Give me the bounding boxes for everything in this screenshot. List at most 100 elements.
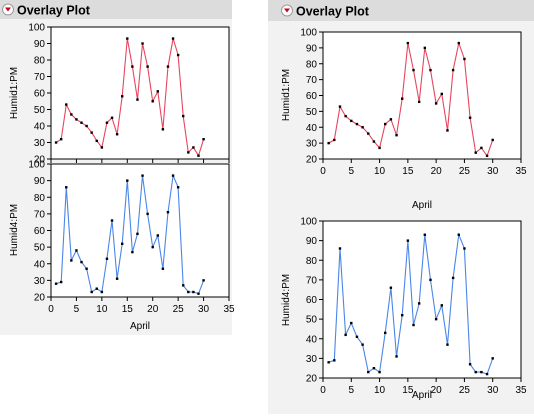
data-point (156, 90, 159, 93)
data-point (90, 131, 93, 134)
data-point (65, 103, 68, 106)
data-point (434, 102, 438, 105)
data-point (80, 121, 83, 124)
y-tick-label: 40 (34, 259, 46, 270)
data-point (384, 122, 387, 126)
y-tick-label: 90 (34, 39, 46, 50)
data-point (121, 95, 124, 98)
data-point (457, 41, 460, 45)
x-tick-label: 5 (349, 385, 355, 396)
data-point (141, 42, 144, 45)
data-point (417, 100, 421, 104)
data-point (423, 46, 427, 50)
data-point (485, 372, 489, 376)
data-point (463, 247, 466, 250)
humid4-plot-right: 20 30 40 50 60 70 80 90 100 0 5 10 15 20 25 30 35 Humid4:… (281, 217, 527, 402)
data-point (429, 68, 432, 72)
x-tick-label: 10 (96, 304, 108, 315)
data-point (451, 276, 455, 280)
data-point (412, 68, 415, 72)
x-tick-label: 20 (147, 304, 159, 315)
x-tick-label: 25 (459, 166, 471, 177)
data-point (126, 37, 129, 40)
data-point (166, 65, 170, 68)
plot-frame (322, 31, 522, 160)
data-point (355, 335, 359, 338)
data-point (100, 146, 104, 149)
data-point (75, 118, 78, 121)
data-point (446, 343, 449, 346)
data-point (141, 174, 144, 177)
data-point (389, 286, 393, 289)
x-tick-label: 30 (487, 385, 499, 396)
panel-left-header[interactable]: Overlay Plot (0, 0, 232, 19)
y-tick-label: 90 (306, 236, 318, 247)
y-tick-label: 50 (34, 105, 46, 116)
data-point (121, 242, 124, 245)
series-line (328, 232, 494, 375)
data-point (338, 247, 342, 250)
data-point (192, 290, 195, 294)
y-tick-label: 20 (306, 374, 318, 385)
data-point (333, 138, 336, 142)
y-tick-label: 30 (306, 139, 318, 150)
data-point (440, 92, 443, 96)
data-point (361, 343, 364, 346)
panel-left-header-bar (0, 0, 232, 19)
y-tick-label: 20 (306, 155, 318, 166)
data-point (434, 317, 438, 321)
data-point (367, 370, 370, 374)
x-tick-label: 20 (431, 385, 443, 396)
data-point (131, 250, 134, 254)
disclosure-triangle-icon[interactable] (281, 4, 293, 17)
data-point (417, 302, 421, 305)
data-point (457, 233, 460, 236)
data-point (65, 186, 68, 189)
data-point (451, 68, 455, 72)
data-point (182, 284, 185, 287)
data-point (95, 287, 98, 290)
data-point (187, 290, 190, 294)
y-tick-label: 100 (300, 28, 317, 39)
data-point (105, 257, 109, 260)
data-point (384, 331, 387, 335)
data-point (401, 97, 404, 100)
y-tick-label: 30 (34, 138, 46, 149)
y-tick-label: 50 (306, 315, 318, 326)
panel-right-header[interactable]: Overlay Plot (268, 0, 534, 21)
data-point (406, 41, 410, 45)
data-point (327, 141, 330, 145)
data-point (344, 333, 347, 337)
data-point (412, 323, 415, 327)
x-tick-label: 10 (374, 385, 386, 396)
disclosure-triangle-icon[interactable] (2, 3, 14, 16)
data-point (350, 119, 353, 123)
data-point (491, 357, 494, 360)
data-point (361, 126, 364, 129)
data-point (136, 232, 139, 236)
y-tick-label: 40 (306, 334, 318, 345)
y-tick-label: 40 (306, 123, 318, 134)
y-tick-label: 70 (34, 209, 46, 220)
data-point (372, 140, 376, 143)
x-tick-label: 35 (515, 385, 527, 396)
data-point (480, 146, 483, 150)
data-point (197, 292, 200, 295)
data-point (389, 118, 393, 121)
y-tick-label: 80 (306, 256, 318, 267)
plot-frame (322, 220, 522, 379)
data-point (115, 133, 119, 136)
x-tick-label: 15 (122, 304, 134, 315)
data-point (187, 151, 190, 154)
data-point (338, 105, 342, 108)
data-point (70, 113, 73, 116)
data-point (156, 234, 159, 237)
data-point (59, 280, 63, 284)
data-point (131, 65, 134, 68)
y-tick-label: 20 (34, 155, 46, 166)
data-point (161, 128, 165, 131)
data-point (350, 321, 353, 325)
y-tick-label: 90 (34, 176, 46, 187)
x-axis-label: April (412, 200, 432, 211)
